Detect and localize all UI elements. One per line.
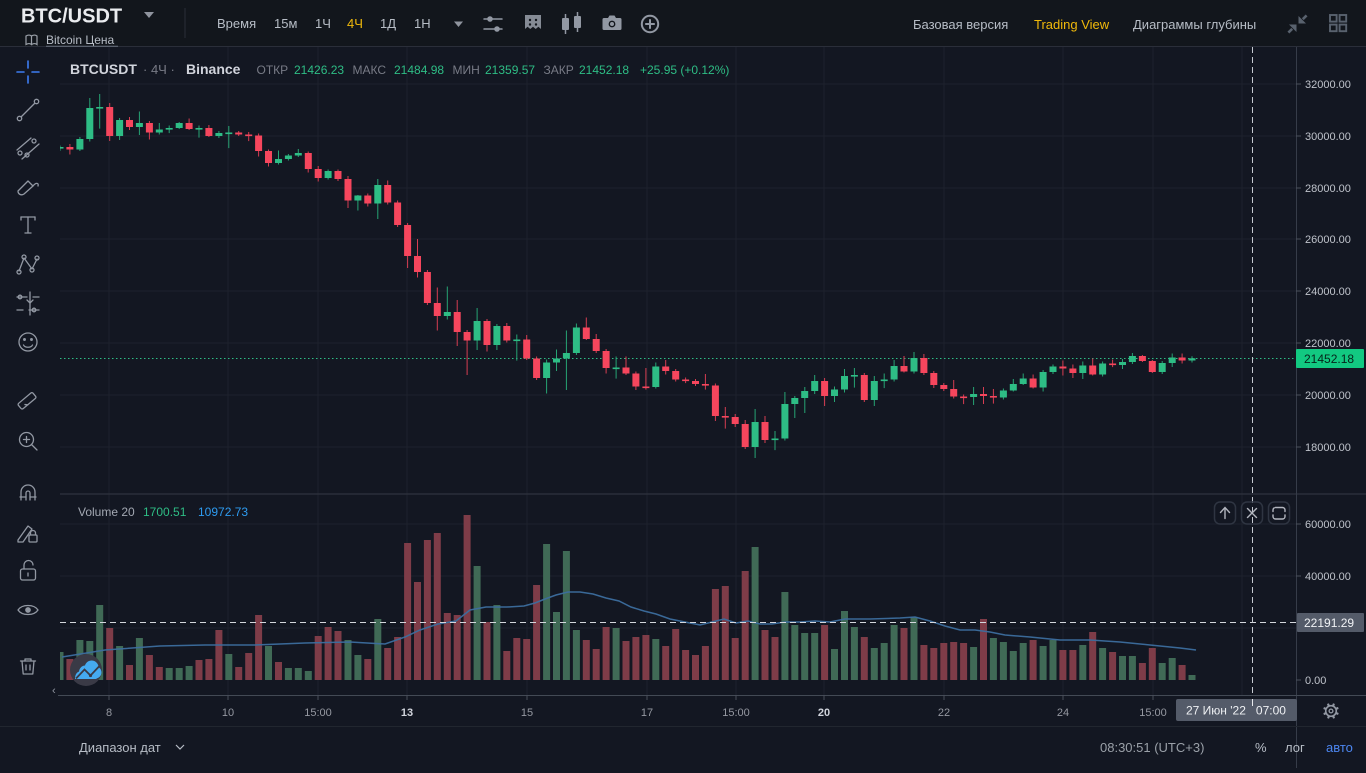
svg-text:24: 24 [1057, 707, 1069, 719]
svg-text:22: 22 [938, 707, 950, 719]
svg-text:BTCUSDT: BTCUSDT [70, 61, 137, 77]
svg-text:08:30:51 (UTC+3): 08:30:51 (UTC+3) [1100, 740, 1204, 755]
svg-text:32000.00: 32000.00 [1305, 79, 1351, 91]
svg-text:· 4Ч ·: · 4Ч · [143, 62, 175, 77]
svg-text:1Н: 1Н [414, 16, 431, 31]
svg-text:18000.00: 18000.00 [1305, 442, 1351, 454]
svg-text:20000.00: 20000.00 [1305, 390, 1351, 402]
svg-text:Диапазон дат: Диапазон дат [79, 740, 161, 755]
svg-text:10: 10 [222, 707, 234, 719]
svg-text:22191.29: 22191.29 [1304, 616, 1354, 630]
svg-text:BTC/USDT: BTC/USDT [21, 6, 122, 28]
svg-text:21426.23: 21426.23 [294, 63, 344, 77]
svg-text:Базовая версия: Базовая версия [913, 17, 1008, 32]
svg-text:26000.00: 26000.00 [1305, 234, 1351, 246]
svg-text:Binance: Binance [186, 61, 241, 77]
svg-text:15: 15 [521, 707, 533, 719]
svg-text:лог: лог [1285, 740, 1305, 755]
svg-text:ОТКР: ОТКР [257, 63, 289, 77]
svg-text:8: 8 [106, 707, 112, 719]
svg-text:15:00: 15:00 [304, 707, 332, 719]
svg-text:МИН: МИН [453, 63, 480, 77]
svg-text:0.00: 0.00 [1305, 675, 1326, 687]
svg-text:1700.51: 1700.51 [143, 505, 187, 519]
svg-text:27 Июн '22 07:00: 27 Июн '22 07:00 [1186, 704, 1286, 718]
svg-text:30000.00: 30000.00 [1305, 131, 1351, 143]
svg-text:ЗАКР: ЗАКР [544, 63, 574, 77]
svg-text:15м: 15м [274, 16, 297, 31]
svg-text:10972.73: 10972.73 [198, 505, 248, 519]
svg-text:+25.95 (+0.12%): +25.95 (+0.12%) [640, 63, 729, 77]
svg-text:21484.98: 21484.98 [394, 63, 444, 77]
svg-text:22000.00: 22000.00 [1305, 338, 1351, 350]
svg-text:21452.18: 21452.18 [579, 63, 629, 77]
svg-text:Volume 20: Volume 20 [78, 505, 135, 519]
svg-text:17: 17 [641, 707, 653, 719]
svg-text:Bitcoin Цена: Bitcoin Цена [46, 33, 115, 47]
svg-text:Диаграммы глубины: Диаграммы глубины [1133, 17, 1256, 32]
svg-text:24000.00: 24000.00 [1305, 286, 1351, 298]
svg-text:1Ч: 1Ч [315, 16, 331, 31]
svg-text:15:00: 15:00 [1139, 707, 1167, 719]
svg-text:21359.57: 21359.57 [485, 63, 535, 77]
svg-text:15:00: 15:00 [722, 707, 750, 719]
svg-text:‹: ‹ [52, 685, 56, 697]
svg-text:20: 20 [818, 707, 830, 719]
svg-text:МАКС: МАКС [353, 63, 387, 77]
svg-text:авто: авто [1326, 740, 1353, 755]
svg-text:4Ч: 4Ч [347, 16, 363, 31]
svg-text:60000.00: 60000.00 [1305, 519, 1351, 531]
svg-text:13: 13 [401, 707, 413, 719]
svg-text:28000.00: 28000.00 [1305, 183, 1351, 195]
svg-text:Время: Время [217, 16, 256, 31]
svg-text:1Д: 1Д [380, 16, 396, 31]
svg-text:40000.00: 40000.00 [1305, 571, 1351, 583]
svg-text:%: % [1255, 740, 1267, 755]
svg-text:21452.18: 21452.18 [1304, 352, 1354, 366]
svg-text:Trading View: Trading View [1034, 17, 1110, 32]
